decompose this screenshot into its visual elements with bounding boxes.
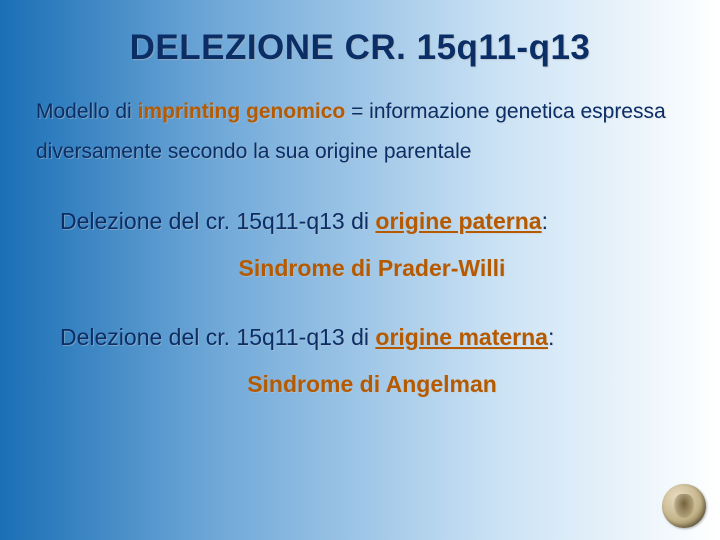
intro-prefix: Modello di xyxy=(36,100,138,123)
block-paternal: Delezione del cr. 15q11-q13 di origine p… xyxy=(60,202,684,282)
maternal-colon: : xyxy=(548,324,554,350)
paternal-line: Delezione del cr. 15q11-q13 di origine p… xyxy=(60,202,684,241)
block-maternal: Delezione del cr. 15q11-q13 di origine m… xyxy=(60,318,684,398)
paternal-syndrome: Sindrome di Prader-Willi xyxy=(60,255,684,282)
maternal-syndrome: Sindrome di Angelman xyxy=(60,371,684,398)
maternal-line: Delezione del cr. 15q11-q13 di origine m… xyxy=(60,318,684,357)
paternal-prefix: Delezione del cr. 15q11-q13 di xyxy=(60,208,375,234)
maternal-origin: origine materna xyxy=(375,324,548,350)
maternal-prefix: Delezione del cr. 15q11-q13 di xyxy=(60,324,375,350)
paternal-origin: origine paterna xyxy=(375,208,541,234)
intro-highlight: imprinting genomico xyxy=(138,100,346,123)
slide: DELEZIONE CR. 15q11-q13 Modello di impri… xyxy=(0,0,720,540)
slide-title: DELEZIONE CR. 15q11-q13 xyxy=(36,28,684,68)
intro-paragraph: Modello di imprinting genomico = informa… xyxy=(36,92,684,172)
seal-icon xyxy=(662,484,706,528)
paternal-colon: : xyxy=(542,208,548,234)
